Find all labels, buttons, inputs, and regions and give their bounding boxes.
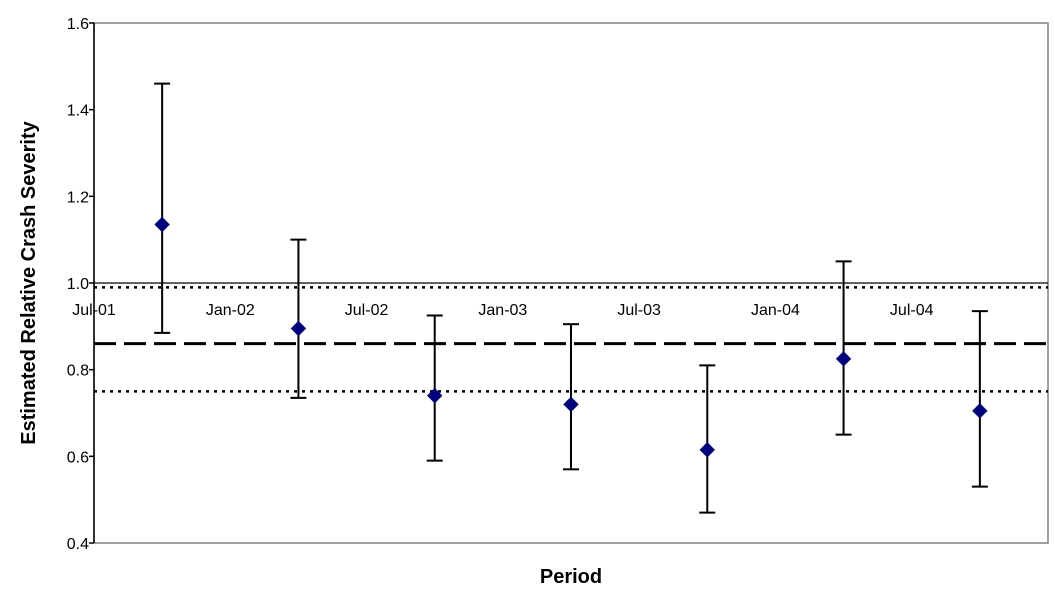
y-tick-label-6: 1.6 <box>67 16 89 33</box>
data-point-3 <box>563 396 579 413</box>
x-tick-label-0: Jul-01 <box>72 302 116 319</box>
x-tick-label-2: Jul-02 <box>345 302 389 319</box>
data-point-1 <box>290 320 307 337</box>
x-axis-title: Period <box>540 566 602 588</box>
data-point-6 <box>972 403 988 419</box>
data-point-2 <box>427 387 443 404</box>
x-tick-label-6: Jul-04 <box>890 302 934 319</box>
x-tick-label-1: Jan-02 <box>206 302 255 319</box>
y-tick-label-3: 1.0 <box>67 276 89 293</box>
y-tick-label-0: 0.4 <box>67 536 89 553</box>
y-tick-label-1: 0.6 <box>67 449 89 466</box>
y-tick-label-5: 1.4 <box>67 103 89 120</box>
x-tick-label-4: Jul-03 <box>617 302 661 319</box>
data-point-5 <box>835 351 852 367</box>
x-tick-label-3: Jan-03 <box>478 302 527 319</box>
x-tick-label-5: Jan-04 <box>751 302 800 319</box>
y-tick-label-2: 0.8 <box>67 363 89 380</box>
data-point-0 <box>154 216 170 233</box>
y-axis-title: Estimated Relative Crash Severity <box>18 120 40 444</box>
data-point-4 <box>699 442 715 458</box>
y-tick-label-4: 1.2 <box>67 189 89 206</box>
